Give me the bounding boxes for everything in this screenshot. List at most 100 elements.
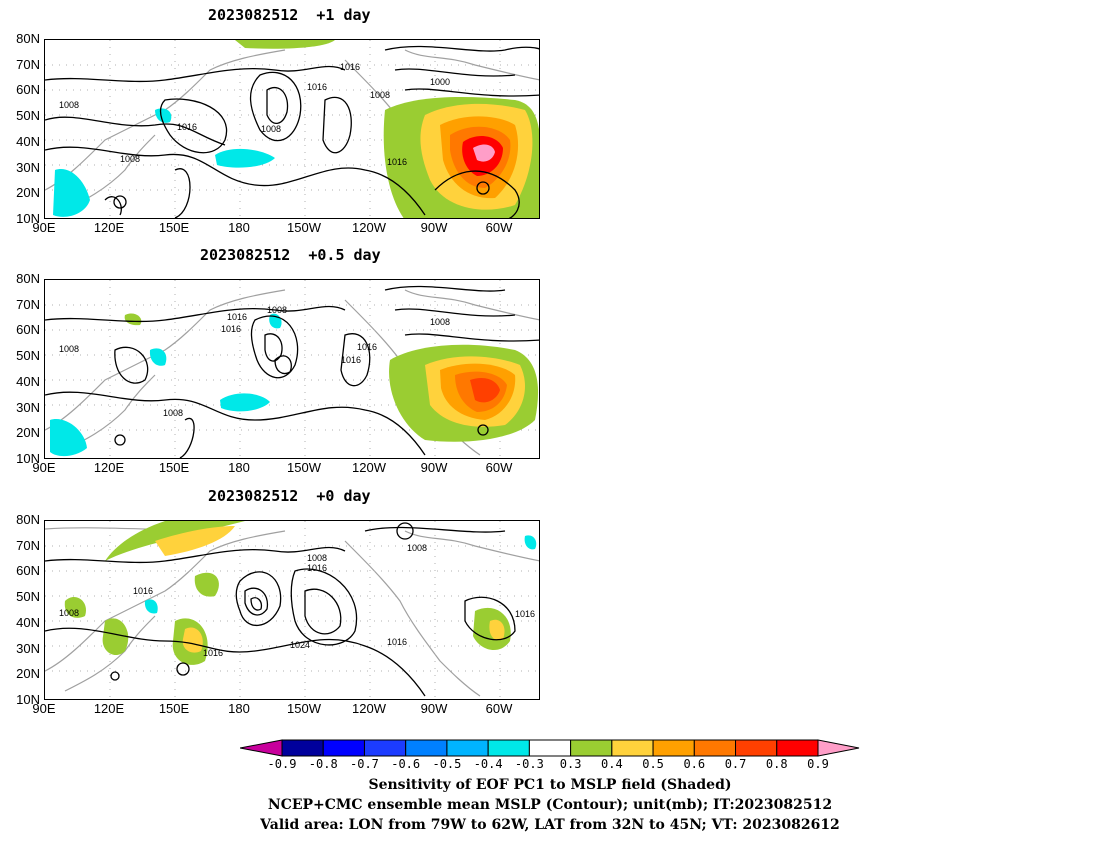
x-tick-label: 60W <box>485 460 513 475</box>
colorbar-swatch <box>487 739 530 757</box>
mslp-contours <box>45 45 539 218</box>
sensitivity-shading <box>64 521 537 665</box>
x-tick-label: 120W <box>352 220 386 235</box>
y-tick-label: 80N <box>16 512 40 527</box>
contour-label: 1016 <box>340 62 360 72</box>
y-tick-label: 40N <box>16 373 40 389</box>
x-tick-label: 90W <box>420 220 448 235</box>
panel-2-map-svg: 1008 1016 1016 1008 1008 1016 1016 1008 <box>45 280 539 458</box>
y-tick-label: 10N <box>16 211 40 226</box>
colorbar <box>239 739 860 757</box>
colorbar-swatch <box>528 739 572 757</box>
x-tick-label: 120W <box>352 701 386 716</box>
y-tick-label: 70N <box>16 537 40 553</box>
colorbar-swatch <box>652 739 695 757</box>
contour-label: 1016 <box>177 122 197 132</box>
contour-label: 1008 <box>261 124 281 134</box>
colorbar-swatch <box>281 739 324 757</box>
colorbar-tick-label: -0.3 <box>514 757 544 771</box>
contour-label: 1016 <box>387 637 407 647</box>
y-tick-label: 10N <box>16 692 40 707</box>
y-tick-label: 30N <box>16 640 40 656</box>
contour-labels: 1016 1000 1016 1008 1008 1016 1008 1008 … <box>59 62 450 167</box>
panel-1-map-svg: 1016 1000 1016 1008 1008 1016 1008 1008 … <box>45 40 539 218</box>
contour-labels: 1008 1016 1016 1008 1008 1016 1016 1008 <box>59 305 450 418</box>
x-tick-label: 120W <box>352 460 386 475</box>
x-tick-label: 150E <box>158 701 190 716</box>
colorbar-tick-label: -0.7 <box>350 757 379 771</box>
contour-label: 1008 <box>59 100 79 110</box>
contour-label: 1008 <box>120 154 140 164</box>
contour-label: 1008 <box>370 90 390 100</box>
contour-label: 1008 <box>59 344 79 354</box>
y-tick-label: 30N <box>16 159 40 175</box>
contour-label: 1016 <box>341 355 361 365</box>
contour-label: 1016 <box>357 342 377 352</box>
x-tick-label: 150E <box>158 460 190 475</box>
x-tick-label: 180 <box>228 701 250 716</box>
contour-label: 1024 <box>290 640 310 650</box>
colorbar-tick-label: 0.7 <box>724 757 747 771</box>
caption-line-1: Sensitivity of EOF PC1 to MSLP field (Sh… <box>368 777 732 793</box>
colorbar-tick-label: -0.9 <box>267 757 297 771</box>
x-tick-label: 120E <box>93 701 125 716</box>
sensitivity-shading <box>50 313 539 457</box>
contour-labels: 1008 1016 1008 1016 1008 1024 1016 1016 … <box>59 543 535 658</box>
mslp-contours <box>45 522 516 697</box>
x-tick-label: 60W <box>485 701 513 716</box>
y-tick-label: 80N <box>16 31 40 46</box>
y-tick-label: 20N <box>16 185 40 201</box>
contour-label: 1008 <box>163 408 183 418</box>
panel-1-title: 2023082512 +1 day <box>208 6 371 24</box>
x-tick-label: 90E <box>32 701 56 716</box>
colorbar-tick-label: 0.6 <box>683 757 706 771</box>
contour-label: 1008 <box>307 553 327 563</box>
panel-1-map: 1016 1000 1016 1008 1008 1016 1008 1008 … <box>44 39 540 219</box>
colorbar-swatch <box>363 739 407 757</box>
contour-label: 1016 <box>221 324 241 334</box>
y-tick-label: 50N <box>16 348 40 364</box>
x-tick-label: 150W <box>287 220 321 235</box>
panel-3-title: 2023082512 +0 day <box>208 487 371 505</box>
y-tick-label: 40N <box>16 133 40 149</box>
colorbar-swatch <box>322 739 365 757</box>
x-tick-label: 150W <box>287 460 321 475</box>
panel-2-title: 2023082512 +0.5 day <box>200 246 381 264</box>
y-tick-label: 20N <box>16 666 40 682</box>
colorbar-tick-label: -0.5 <box>432 757 462 771</box>
colorbar-swatch <box>776 739 819 757</box>
colorbar-swatch <box>446 739 489 757</box>
contour-label: 1016 <box>307 563 327 573</box>
y-tick-label: 60N <box>16 82 40 98</box>
x-tick-label: 150W <box>287 701 321 716</box>
colorbar-arrow-left <box>239 739 283 757</box>
colorbar-tick-label: 0.9 <box>807 757 829 771</box>
contour-label: 1016 <box>227 312 247 322</box>
colorbar-svg <box>239 739 860 757</box>
caption-line-2: NCEP+CMC ensemble mean MSLP (Contour); u… <box>267 797 833 813</box>
contour-label: 1008 <box>430 317 450 327</box>
colorbar-swatch <box>405 739 448 757</box>
contour-label: 1016 <box>203 648 223 658</box>
x-tick-label: 150E <box>158 220 190 235</box>
coastlines <box>45 526 539 697</box>
y-tick-label: 50N <box>16 589 40 605</box>
y-tick-label: 50N <box>16 108 40 124</box>
colorbar-tick-label: -0.6 <box>391 757 421 771</box>
panel-3-map-svg: 1008 1016 1008 1016 1008 1024 1016 1016 … <box>45 521 539 699</box>
x-tick-label: 120E <box>93 220 125 235</box>
contour-label: 1008 <box>267 305 287 315</box>
x-tick-label: 90E <box>32 460 56 475</box>
mslp-contours <box>45 285 539 458</box>
contour-label: 1000 <box>430 77 450 87</box>
colorbar-tick-label: 0.5 <box>642 757 664 771</box>
x-tick-label: 90E <box>32 220 56 235</box>
panel-3-map: 1008 1016 1008 1016 1008 1024 1016 1016 … <box>44 520 540 700</box>
y-tick-label: 80N <box>16 271 40 286</box>
colorbar-swatch <box>611 739 654 757</box>
x-tick-label: 120E <box>93 460 125 475</box>
x-tick-label: 90W <box>420 460 448 475</box>
x-tick-label: 90W <box>420 701 448 716</box>
colorbar-tick-label: 0.3 <box>559 757 582 771</box>
colorbar-tick-label: -0.4 <box>473 757 503 771</box>
